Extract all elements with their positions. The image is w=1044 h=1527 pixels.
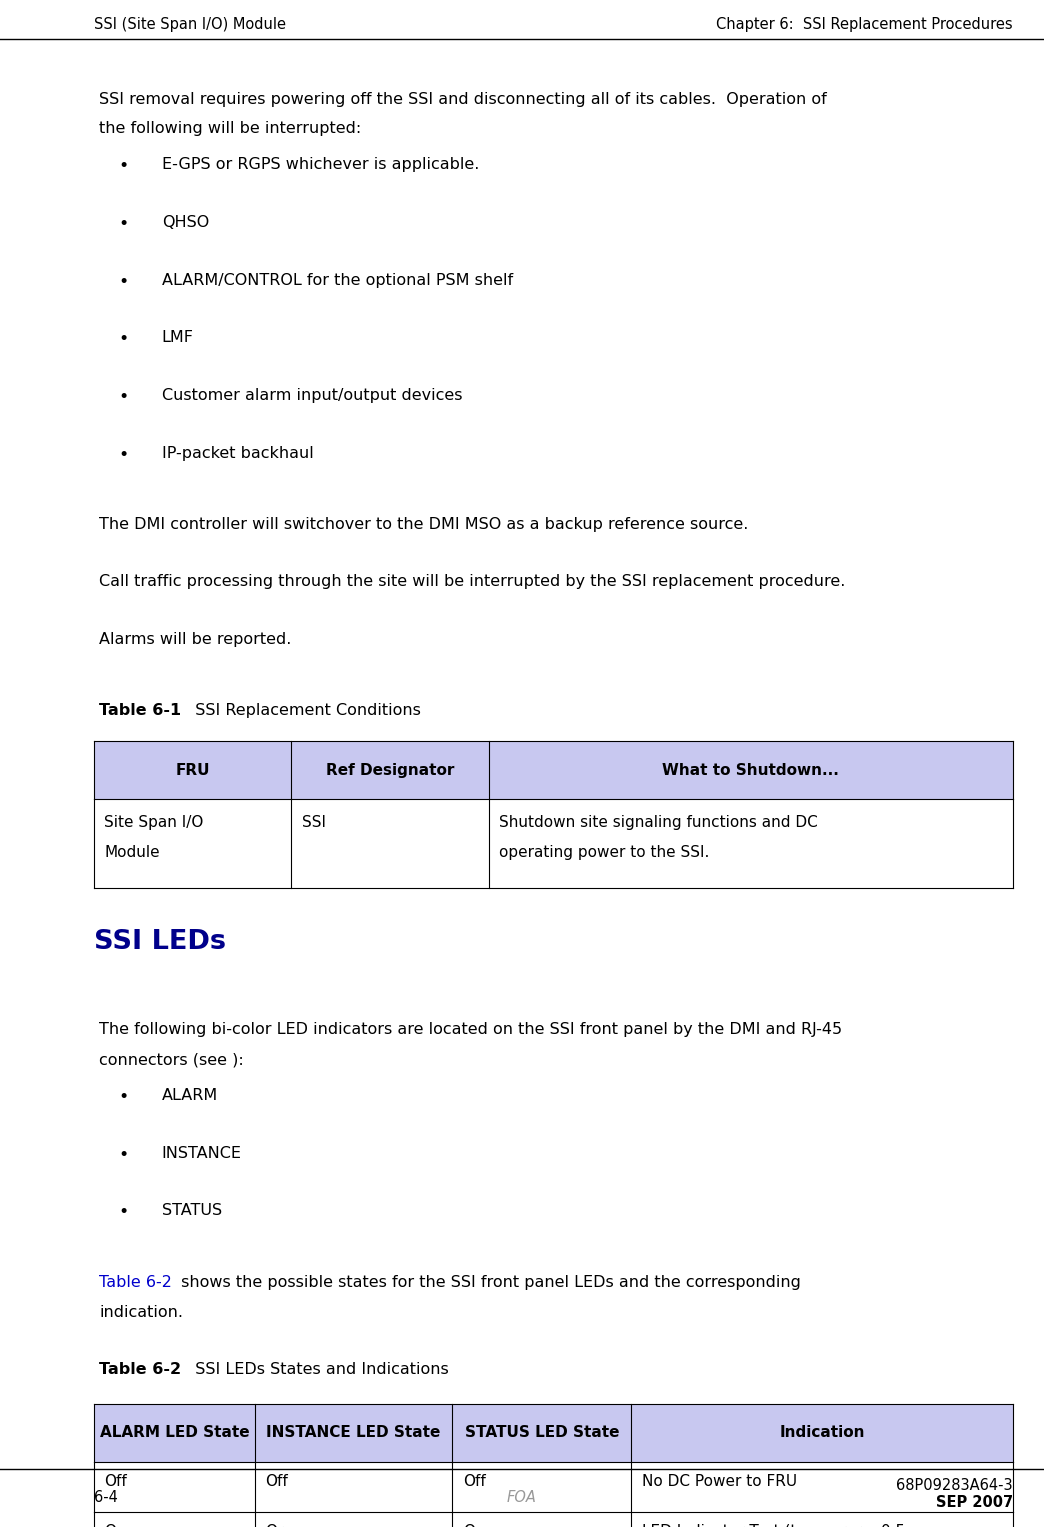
Text: Table 6-2: Table 6-2 <box>99 1275 172 1290</box>
Text: Orange: Orange <box>265 1524 322 1527</box>
Text: •: • <box>118 330 128 348</box>
Text: Off: Off <box>462 1474 485 1489</box>
Text: ALARM/CONTROL for the optional PSM shelf: ALARM/CONTROL for the optional PSM shelf <box>162 272 513 287</box>
Text: Customer alarm input/output devices: Customer alarm input/output devices <box>162 388 462 403</box>
Text: •: • <box>118 215 128 232</box>
Text: LED Indicator Test (temporary; 0.5 sec: LED Indicator Test (temporary; 0.5 sec <box>642 1524 935 1527</box>
Text: SEP 2007: SEP 2007 <box>935 1495 1013 1510</box>
Text: shows the possible states for the SSI front panel LEDs and the corresponding: shows the possible states for the SSI fr… <box>176 1275 802 1290</box>
Text: Shutdown site signaling functions and DC: Shutdown site signaling functions and DC <box>499 815 818 829</box>
Text: •: • <box>118 272 128 290</box>
Text: Indication: Indication <box>779 1425 864 1440</box>
Text: SSI (Site Span I/O) Module: SSI (Site Span I/O) Module <box>94 17 286 32</box>
Text: Call traffic processing through the site will be interrupted by the SSI replacem: Call traffic processing through the site… <box>99 574 846 589</box>
Text: QHSO: QHSO <box>162 215 209 231</box>
Text: ALARM: ALARM <box>162 1087 218 1102</box>
Text: On: On <box>462 1524 484 1527</box>
Text: •: • <box>118 446 128 464</box>
Text: INSTANCE LED State: INSTANCE LED State <box>266 1425 441 1440</box>
Text: E-GPS or RGPS whichever is applicable.: E-GPS or RGPS whichever is applicable. <box>162 157 479 173</box>
FancyBboxPatch shape <box>94 1403 1013 1461</box>
Text: Off: Off <box>265 1474 288 1489</box>
Text: The following bi-color LED indicators are located on the SSI front panel by the : The following bi-color LED indicators ar… <box>99 1023 843 1037</box>
Text: Table 6-2: Table 6-2 <box>99 1362 182 1377</box>
Text: Table 6-1: Table 6-1 <box>99 702 182 718</box>
Text: SSI removal requires powering off the SSI and disconnecting all of its cables.  : SSI removal requires powering off the SS… <box>99 92 827 107</box>
Text: SSI LEDs States and Indications: SSI LEDs States and Indications <box>185 1362 449 1377</box>
Text: SSI LEDs: SSI LEDs <box>94 930 226 956</box>
Text: •: • <box>118 1203 128 1222</box>
Text: INSTANCE: INSTANCE <box>162 1145 242 1161</box>
Text: Module: Module <box>104 844 160 860</box>
Text: •: • <box>118 157 128 176</box>
Text: IP-packet backhaul: IP-packet backhaul <box>162 446 313 461</box>
Text: Ref Designator: Ref Designator <box>326 764 454 777</box>
Text: Chapter 6:  SSI Replacement Procedures: Chapter 6: SSI Replacement Procedures <box>716 17 1013 32</box>
Text: No DC Power to FRU: No DC Power to FRU <box>642 1474 797 1489</box>
Text: SSI: SSI <box>302 815 326 829</box>
Text: STATUS: STATUS <box>162 1203 222 1219</box>
Text: ALARM LED State: ALARM LED State <box>99 1425 250 1440</box>
Text: LMF: LMF <box>162 330 194 345</box>
Text: SSI Replacement Conditions: SSI Replacement Conditions <box>185 702 421 718</box>
Text: On: On <box>104 1524 126 1527</box>
Text: 6-4: 6-4 <box>94 1490 118 1506</box>
Text: Site Span I/O: Site Span I/O <box>104 815 204 829</box>
Text: •: • <box>118 1145 128 1164</box>
Text: connectors (see ):: connectors (see ): <box>99 1052 244 1067</box>
Text: The DMI controller will switchover to the DMI MSO as a backup reference source.: The DMI controller will switchover to th… <box>99 518 749 533</box>
Text: the following will be interrupted:: the following will be interrupted: <box>99 122 361 136</box>
Text: FRU: FRU <box>175 764 210 777</box>
Text: Off: Off <box>104 1474 127 1489</box>
Text: •: • <box>118 1087 128 1106</box>
FancyBboxPatch shape <box>94 742 1013 800</box>
Text: What to Shutdown...: What to Shutdown... <box>662 764 839 777</box>
Text: Alarms will be reported.: Alarms will be reported. <box>99 632 291 647</box>
Text: STATUS LED State: STATUS LED State <box>465 1425 619 1440</box>
Text: FOA: FOA <box>507 1490 537 1506</box>
Text: indication.: indication. <box>99 1304 183 1319</box>
Text: 68P09283A64-3: 68P09283A64-3 <box>896 1478 1013 1493</box>
Text: •: • <box>118 388 128 406</box>
Text: operating power to the SSI.: operating power to the SSI. <box>499 844 710 860</box>
